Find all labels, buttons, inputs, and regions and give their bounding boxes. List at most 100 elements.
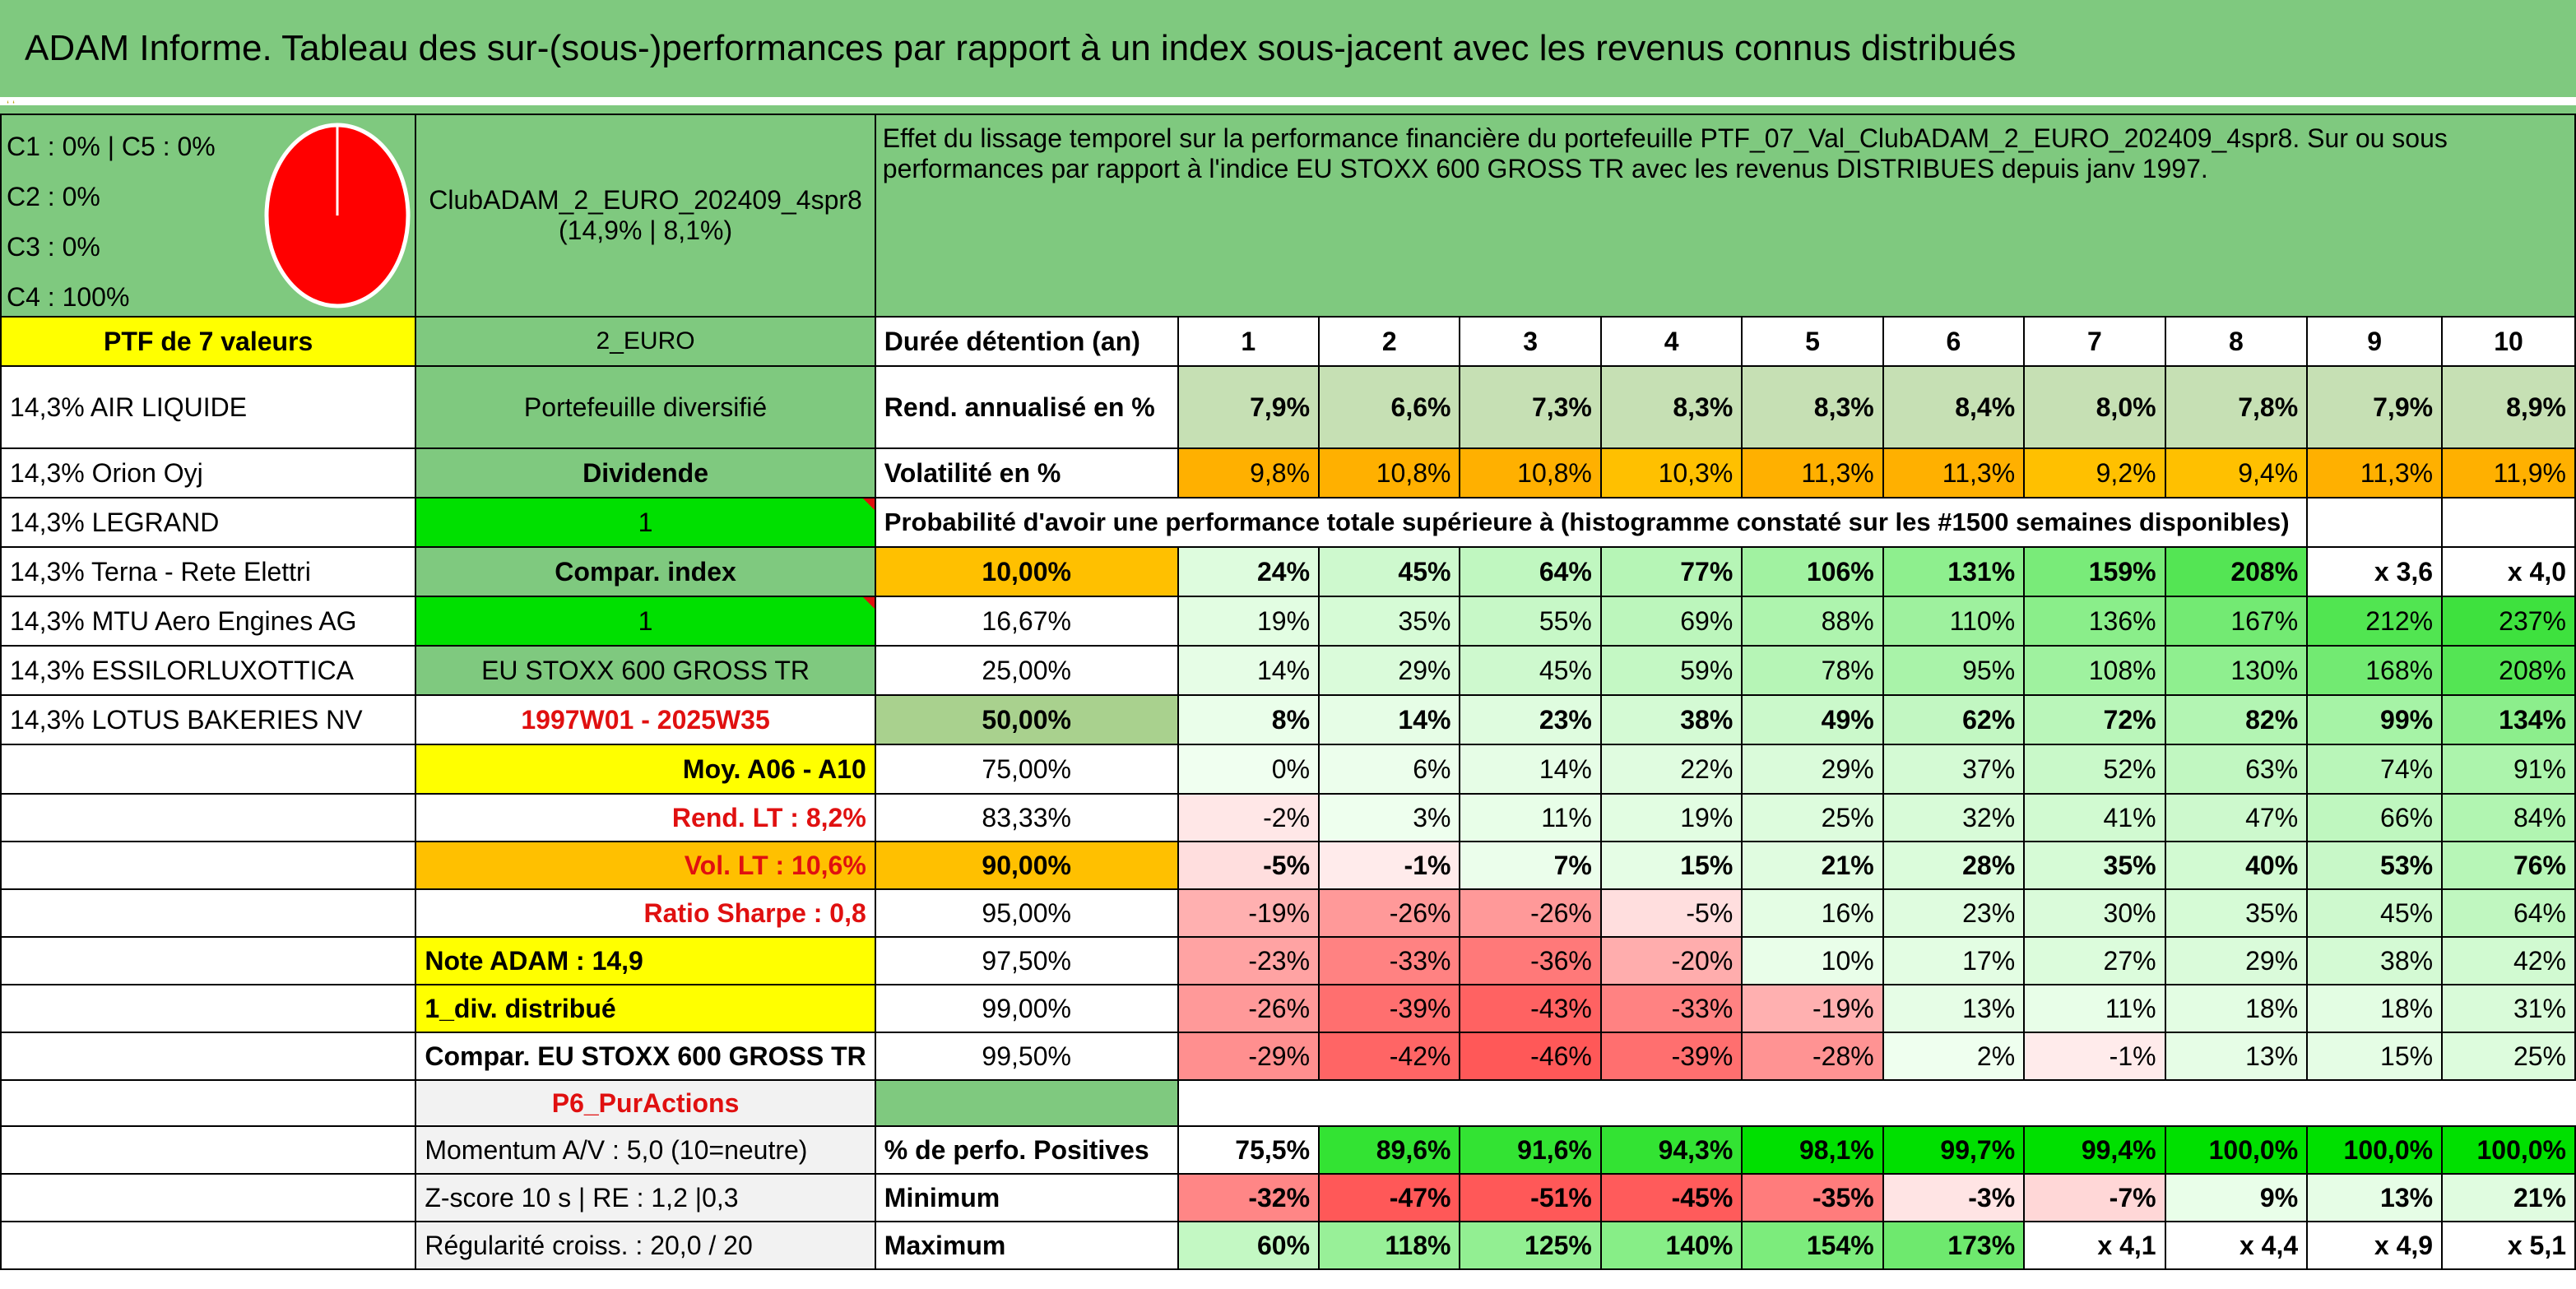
probability-value: 18% [2306,984,2444,1033]
probability-value: 40% [2164,841,2309,890]
probability-value: -2% [1177,793,1320,842]
probability-value: -5% [1177,841,1320,890]
probability-value: 131% [1882,546,2026,597]
probability-value: -33% [1318,936,1461,985]
probability-value: 64% [2441,888,2576,938]
rend-value: 8,3% [1741,365,1884,449]
rend-value: 8,9% [2441,365,2576,449]
holding-row: 14,3% AIR LIQUIDE [0,365,417,449]
probability-value: 15% [1599,841,1743,890]
compar-index-cell: Compar. EU STOXX 600 GROSS TR [415,1032,876,1081]
duration-header: 8 [2164,316,2309,367]
rend-label: Rend. annualisé en % [874,365,1179,449]
empty-cell [1742,1079,1883,1127]
empty-cell [0,1079,417,1127]
probability-value: 77% [1599,546,1743,597]
probability-value: 19% [1599,793,1743,842]
probability-value: 74% [2306,744,2444,795]
probability-value: 10% [1741,936,1884,985]
compar-label: Compar. index [415,546,876,597]
probability-value: 91% [2441,744,2576,795]
rend-value: 7,9% [1177,365,1320,449]
positives-value: 98,1% [1741,1125,1884,1175]
vol-value: 11,3% [1882,447,2026,498]
probability-value: 19% [1177,596,1320,647]
composition-cell: C1 : 0% | C5 : 0% C2 : 0% C3 : 0% C4 : 1… [0,114,417,318]
vol-lt-cell: Vol. LT : 10,6% [415,841,876,890]
maximum-value: 140% [1599,1221,1743,1270]
probability-value: 6% [1318,744,1461,795]
empty-cell [0,1221,417,1270]
minimum-label: Minimum [874,1173,1179,1222]
maximum-value: x 4,9 [2306,1221,2444,1270]
description-cell: Effet du lissage temporel sur la perform… [874,114,2576,318]
report-title: ADAM Informe. Tableau des sur-(sous-)per… [0,0,2576,97]
probability-value: 15% [2306,1032,2444,1081]
minimum-value: -51% [1459,1173,1602,1222]
probability-value: 78% [1741,645,1884,696]
duration-header: 2 [1318,316,1461,367]
maximum-value: x 5,1 [2441,1221,2576,1270]
positives-value: 100,0% [2441,1125,2576,1175]
composition-line: C2 : 0% [7,182,100,211]
fund-stats: (14,9% | 8,1%) [559,216,733,245]
probability-value: 37% [1882,744,2026,795]
probability-threshold: 97,50% [874,936,1179,985]
rend-value: 8,4% [1882,365,2026,449]
empty-cell [0,936,417,985]
probability-value: 159% [2023,546,2166,597]
probability-value: 29% [1741,744,1884,795]
probability-value: -28% [1741,1032,1884,1081]
composition-line: C1 : 0% | C5 : 0% [7,132,216,161]
probability-threshold: 90,00% [874,841,1179,890]
minimum-value: -32% [1177,1173,1320,1222]
minimum-value: -45% [1599,1173,1743,1222]
probability-value: 88% [1741,596,1884,647]
holding-row: 14,3% Terna - Rete Elettri [0,546,417,597]
minimum-value: 21% [2441,1173,2576,1222]
duration-header: 7 [2023,316,2166,367]
minimum-value: 9% [2164,1173,2309,1222]
probability-value: 0% [1177,744,1320,795]
maximum-value: 173% [1882,1221,2026,1270]
probability-value: 25% [1741,793,1884,842]
duration-header: 6 [1882,316,2026,367]
probability-value: 95% [1882,645,2026,696]
probability-value: 35% [2023,841,2166,890]
probability-value: 22% [1599,744,1743,795]
performance-table: C1 : 0% | C5 : 0% C2 : 0% C3 : 0% C4 : 1… [0,114,2576,1270]
rend-value: 7,9% [2306,365,2444,449]
empty-cell [0,1173,417,1222]
probability-value: 47% [2164,793,2309,842]
empty-cell [1177,1079,1320,1127]
probability-value: 168% [2306,645,2444,696]
probability-value: -5% [1599,888,1743,938]
probability-threshold: 99,00% [874,984,1179,1033]
momentum-cell: Momentum A/V : 5,0 (10=neutre) [415,1125,876,1175]
empty-cell [0,793,417,842]
probability-value: -36% [1459,936,1602,985]
vol-value: 9,8% [1177,447,1320,498]
probability-threshold: 16,67% [874,596,1179,647]
probability-threshold: 50,00% [874,694,1179,745]
probability-value: 24% [1177,546,1320,597]
minimum-value: -7% [2023,1173,2166,1222]
empty-cell [2306,497,2444,548]
compar-value: 1 [415,596,876,647]
probability-value: 130% [2164,645,2309,696]
probability-value: -26% [1459,888,1602,938]
duration-header: 9 [2306,316,2444,367]
probability-value: 13% [2164,1032,2309,1081]
probability-value: 16% [1741,888,1884,938]
period-cell: 1997W01 - 2025W35 [415,694,876,745]
probability-value: 59% [1599,645,1743,696]
composition-line: C3 : 0% [7,232,100,262]
positives-value: 100,0% [2306,1125,2444,1175]
probability-value: 23% [1459,694,1602,745]
dividende-value: 1 [415,497,876,548]
vol-value: 11,3% [1741,447,1884,498]
ptf-label: PTF de 7 valeurs [0,316,417,367]
empty-cell [1319,1079,1460,1127]
rend-value: 6,6% [1318,365,1461,449]
